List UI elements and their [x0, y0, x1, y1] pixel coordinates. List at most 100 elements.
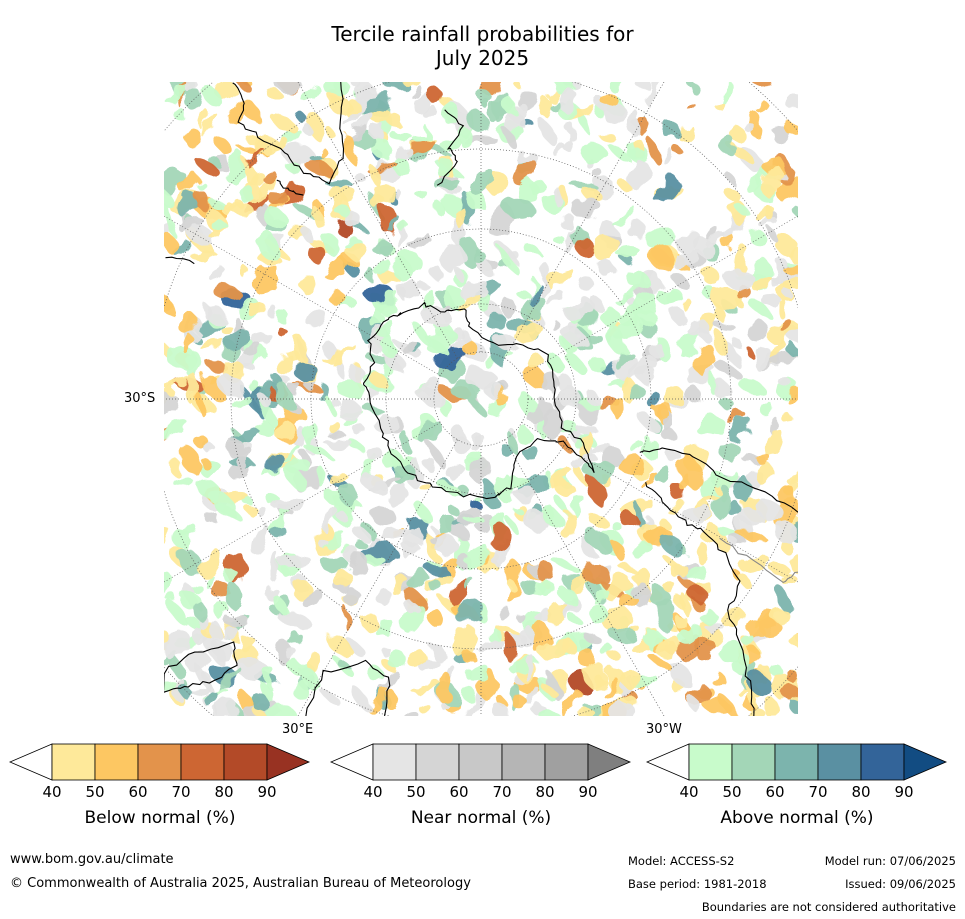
- colorbar-below-svg: 40 50 60 70 80 90: [8, 743, 311, 801]
- probability-blob: [334, 509, 348, 522]
- probability-blob: [291, 335, 310, 364]
- probability-blob: [325, 124, 336, 142]
- colorbar-tick-label: 50: [85, 783, 104, 801]
- probability-blob: [258, 680, 273, 702]
- probability-blob: [596, 259, 614, 274]
- probability-blob: [549, 557, 581, 572]
- probability-blob: [514, 324, 544, 343]
- probability-blob: [584, 530, 614, 551]
- probability-blob: [570, 452, 596, 468]
- probability-blob: [388, 215, 400, 232]
- probability-blob: [268, 506, 292, 533]
- probability-blob: [776, 521, 797, 544]
- probability-blob: [365, 268, 376, 281]
- probability-blob: [201, 459, 212, 470]
- probability-blob: [204, 634, 226, 665]
- colorbar-above-title: Above normal (%): [720, 808, 874, 828]
- probability-blob: [688, 82, 702, 97]
- probability-blob: [329, 289, 346, 307]
- probability-blob: [237, 446, 252, 469]
- colorbar-swatch: [544, 743, 589, 781]
- probability-blob: [479, 97, 490, 107]
- probability-blob: [412, 680, 441, 695]
- probability-blob: [502, 299, 516, 317]
- probability-blob: [272, 499, 307, 511]
- probability-blob: [390, 132, 413, 141]
- probability-blob: [178, 547, 203, 578]
- probability-blob: [565, 352, 586, 373]
- probability-blob: [643, 436, 657, 460]
- probability-blob: [788, 245, 798, 265]
- probability-blob: [332, 342, 353, 366]
- probability-blob: [676, 615, 686, 629]
- probability-blob: [646, 82, 659, 107]
- probability-blob: [738, 377, 765, 396]
- probability-blob: [346, 241, 368, 261]
- south-america-coastline: [645, 482, 755, 716]
- probability-blob: [205, 361, 230, 373]
- probability-blob: [662, 121, 681, 140]
- probability-blob: [399, 222, 409, 233]
- probability-blob: [185, 651, 211, 673]
- probability-blob: [704, 226, 718, 241]
- lat-label-30s: 30°S: [124, 391, 156, 406]
- probability-blob: [204, 152, 222, 168]
- probability-blob: [400, 251, 421, 271]
- probability-blob: [462, 687, 477, 702]
- probability-blob: [480, 480, 498, 508]
- probability-blob: [600, 643, 613, 656]
- probability-blob: [663, 581, 675, 591]
- map-panel[interactable]: [164, 82, 798, 716]
- probability-blob: [422, 377, 443, 398]
- probability-blob: [248, 148, 265, 168]
- probability-blob: [511, 504, 522, 513]
- probability-blob: [631, 292, 656, 317]
- probability-blob: [226, 200, 255, 216]
- probability-blob: [193, 156, 221, 178]
- probability-blob: [400, 82, 427, 85]
- probability-blob: [276, 640, 294, 668]
- probability-blob: [714, 101, 726, 111]
- probability-blob: [270, 190, 289, 208]
- colorbar-low-extend: [329, 743, 374, 781]
- probability-blob: [217, 375, 248, 399]
- probability-blob: [416, 282, 430, 290]
- probability-blob: [614, 287, 642, 303]
- lat-label-30e: 30°E: [282, 722, 314, 737]
- colorbar-tick-label: 40: [42, 783, 61, 801]
- probability-blob: [696, 413, 724, 438]
- colorbar-tick-label: 90: [894, 783, 913, 801]
- probability-blob: [248, 346, 265, 365]
- probability-blob: [612, 543, 630, 563]
- probability-blob: [616, 245, 641, 259]
- probability-blob: [323, 234, 341, 257]
- probability-blob: [197, 181, 207, 191]
- probability-field: [164, 82, 798, 716]
- footer-website[interactable]: www.bom.gov.au/climate: [10, 852, 174, 867]
- probability-blob: [208, 267, 226, 281]
- probability-blob: [547, 602, 568, 624]
- probability-blob: [753, 498, 785, 522]
- probability-blob: [317, 469, 327, 486]
- probability-blob: [696, 544, 712, 567]
- probability-blob: [786, 91, 798, 112]
- probability-blob: [173, 477, 194, 488]
- probability-blob: [765, 352, 798, 366]
- probability-blob: [583, 662, 607, 688]
- probability-blob: [654, 177, 679, 204]
- probability-blob: [425, 457, 435, 471]
- probability-blob: [609, 702, 636, 716]
- probability-blob: [164, 345, 198, 369]
- probability-blob: [486, 628, 502, 642]
- probability-blob: [579, 536, 596, 560]
- probability-blob: [372, 506, 396, 527]
- probability-blob: [305, 421, 316, 447]
- meridian-line: [164, 215, 441, 376]
- probability-blob: [304, 651, 321, 673]
- probability-blob: [503, 198, 536, 220]
- probability-blob: [638, 412, 658, 431]
- probability-blob: [177, 524, 198, 536]
- probability-blob: [788, 633, 798, 648]
- probability-blob: [663, 385, 684, 407]
- probability-blob: [167, 654, 185, 679]
